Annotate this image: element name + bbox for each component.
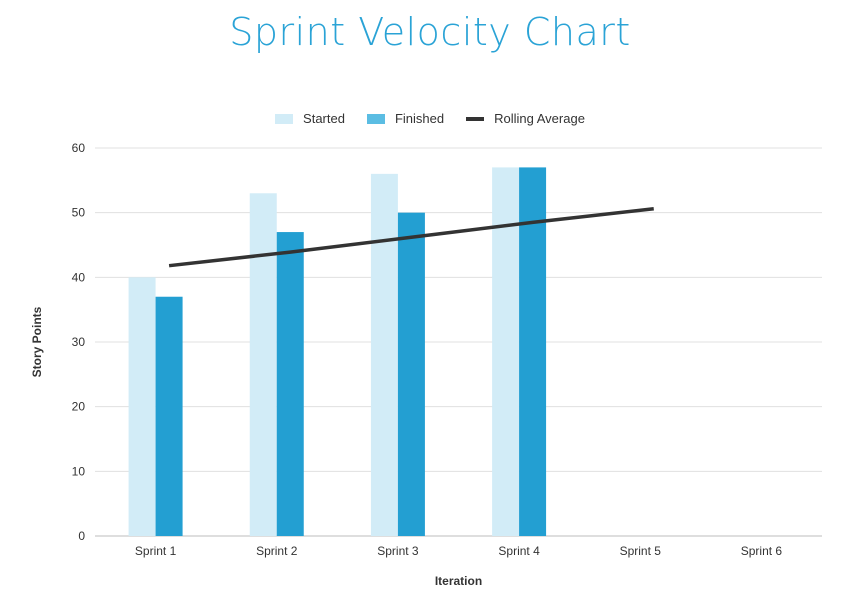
legend-swatch-rolling-average: [466, 116, 485, 121]
legend-item-rolling-average[interactable]: Rolling Average: [466, 111, 585, 126]
bar-finished[interactable]: [519, 167, 547, 536]
y-tick-label: 10: [72, 464, 86, 478]
x-tick-label: Sprint 3: [377, 544, 419, 558]
legend-item-finished[interactable]: Finished: [366, 111, 445, 126]
y-tick-label: 50: [72, 206, 86, 220]
x-tick-label: Sprint 4: [498, 544, 540, 558]
bar-started[interactable]: [370, 173, 398, 536]
x-axis-title: Iteration: [435, 574, 482, 588]
bar-started[interactable]: [492, 167, 520, 536]
y-tick-label: 0: [78, 529, 85, 543]
legend-item-started[interactable]: Started: [275, 111, 345, 126]
rolling-average-line-group: [168, 207, 654, 268]
legend-label-started: Started: [303, 111, 345, 126]
y-tick-label: 20: [72, 400, 86, 414]
bar-finished[interactable]: [397, 212, 425, 536]
y-tick-label: 40: [72, 270, 86, 284]
x-axis-ticks: Sprint 1 Sprint 2 Sprint 3 Sprint 4 Sprint 5…: [135, 544, 783, 558]
bar-started[interactable]: [249, 193, 277, 536]
rolling-average-line[interactable]: [168, 207, 654, 268]
legend-label-rolling-average: Rolling Average: [494, 111, 585, 126]
x-tick-label: Sprint 1: [135, 544, 177, 558]
legend: Started Finished Rolling Average: [0, 111, 860, 126]
gridlines: [95, 147, 822, 537]
bar-started[interactable]: [128, 277, 156, 536]
bars: [128, 167, 547, 537]
legend-swatch-finished: [366, 113, 385, 124]
x-tick-label: Sprint 2: [256, 544, 298, 558]
chart-title: Sprint Velocity Chart: [229, 10, 631, 54]
y-tick-label: 30: [72, 335, 86, 349]
x-tick-label: Sprint 6: [741, 544, 783, 558]
y-axis-title: Story Points: [30, 306, 44, 377]
y-tick-label: 60: [72, 141, 86, 155]
y-axis-ticks: 0 10 20 30 40 50 60: [72, 141, 86, 543]
legend-swatch-started: [275, 113, 294, 124]
legend-label-finished: Finished: [394, 111, 445, 126]
x-tick-label: Sprint 5: [620, 544, 662, 558]
bar-finished[interactable]: [276, 232, 304, 537]
bar-finished[interactable]: [155, 296, 183, 536]
